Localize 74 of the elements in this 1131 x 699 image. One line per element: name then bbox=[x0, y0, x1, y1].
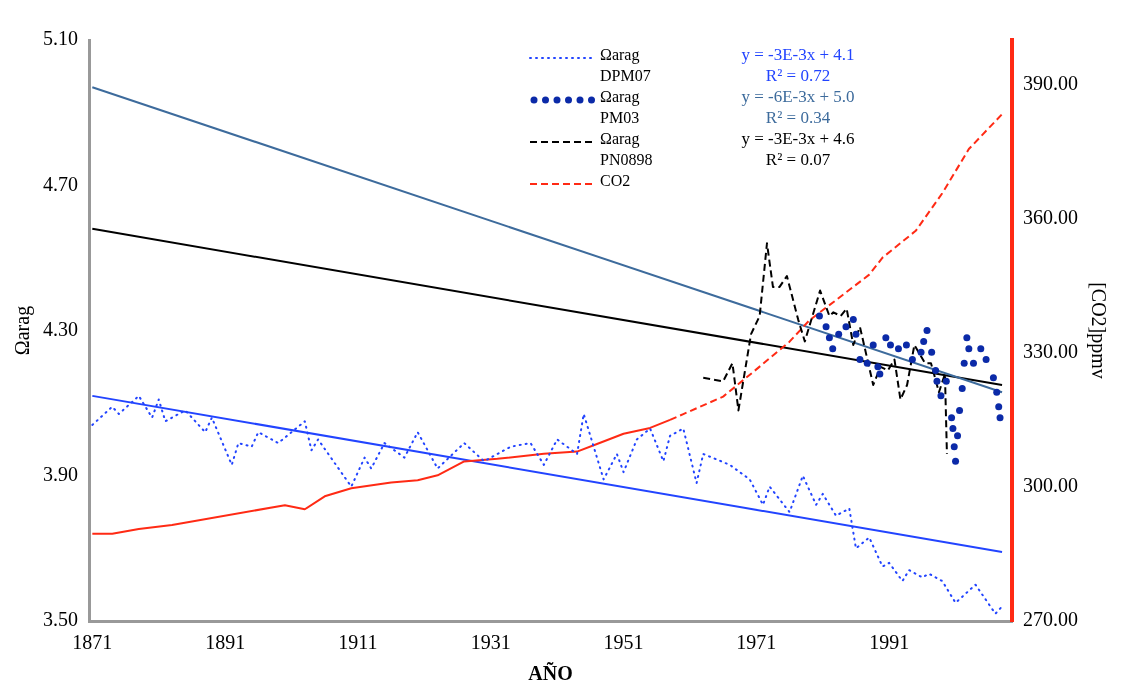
y2-tick-label: 300.00 bbox=[1023, 474, 1078, 497]
y2-axis-title: [CO2]ppmv bbox=[1086, 282, 1110, 379]
point bbox=[993, 388, 1001, 396]
annotation: y = -3E-3x + 4.1 bbox=[740, 44, 856, 65]
point bbox=[842, 323, 850, 331]
point bbox=[917, 348, 925, 356]
point bbox=[815, 312, 823, 320]
y-tick-label: 3.90 bbox=[43, 463, 78, 485]
point bbox=[969, 359, 977, 367]
point bbox=[995, 403, 1003, 411]
x-axis-title: AÑO bbox=[528, 662, 573, 685]
point bbox=[958, 385, 966, 393]
point bbox=[894, 345, 902, 353]
x-tick-label: 1951 bbox=[603, 631, 644, 654]
point bbox=[822, 323, 830, 331]
point bbox=[963, 334, 971, 342]
x-tick-label: 1871 bbox=[72, 631, 113, 654]
legend-label: Ωarag PM03 bbox=[600, 87, 641, 128]
point bbox=[989, 374, 997, 382]
line-series bbox=[91, 394, 1004, 615]
point bbox=[932, 366, 940, 374]
x-tick-label: 1971 bbox=[736, 631, 777, 654]
annotation: R² = 0.34 bbox=[764, 107, 832, 128]
point bbox=[920, 337, 928, 345]
y2-tick-label: 270.00 bbox=[1023, 608, 1078, 631]
point bbox=[950, 443, 958, 451]
point bbox=[852, 330, 860, 338]
annotation: y = -6E-3x + 5.0 bbox=[740, 86, 856, 107]
legend-label: CO2 bbox=[600, 171, 632, 191]
y2-tick-label: 360.00 bbox=[1023, 206, 1078, 229]
point bbox=[908, 356, 916, 364]
x-tick-label: 1891 bbox=[205, 631, 246, 654]
x-tick-label: 1991 bbox=[869, 631, 910, 654]
point bbox=[835, 330, 843, 338]
point bbox=[928, 348, 936, 356]
point bbox=[977, 345, 985, 353]
point bbox=[874, 363, 882, 371]
point bbox=[965, 345, 973, 353]
y2-tick-label: 330.00 bbox=[1023, 340, 1078, 363]
annotation: R² = 0.72 bbox=[764, 65, 832, 86]
annotation: y = -3E-3x + 4.6 bbox=[740, 128, 856, 149]
legend-label: Ωarag PN0898 bbox=[600, 129, 654, 170]
point bbox=[876, 370, 884, 378]
y-tick-label: 5.10 bbox=[43, 27, 78, 50]
point bbox=[933, 377, 941, 385]
point bbox=[869, 341, 877, 349]
point bbox=[856, 356, 864, 364]
y-tick-label: 4.70 bbox=[43, 172, 78, 195]
x-tick-label: 1911 bbox=[338, 631, 378, 654]
point bbox=[948, 414, 956, 422]
point bbox=[952, 457, 960, 465]
point bbox=[863, 359, 871, 367]
point bbox=[849, 316, 857, 324]
legend-label: Ωarag DPM07 bbox=[600, 45, 652, 86]
point bbox=[982, 356, 990, 364]
point bbox=[923, 327, 931, 334]
x-tick-label: 1931 bbox=[470, 631, 511, 654]
point bbox=[829, 345, 837, 353]
point bbox=[996, 414, 1004, 422]
point bbox=[882, 334, 890, 342]
annotation: R² = 0.07 bbox=[764, 149, 832, 170]
point bbox=[825, 334, 833, 342]
point bbox=[942, 377, 950, 385]
y-axis-title: Ωarag bbox=[11, 305, 35, 356]
point bbox=[886, 341, 894, 349]
point bbox=[960, 359, 968, 367]
y-tick-label: 3.50 bbox=[43, 608, 78, 631]
point bbox=[954, 432, 962, 440]
point bbox=[949, 425, 957, 433]
point bbox=[902, 341, 910, 349]
point bbox=[937, 392, 945, 400]
y-tick-label: 4.30 bbox=[43, 317, 78, 340]
point bbox=[956, 406, 964, 414]
y2-tick-label: 390.00 bbox=[1023, 71, 1078, 94]
